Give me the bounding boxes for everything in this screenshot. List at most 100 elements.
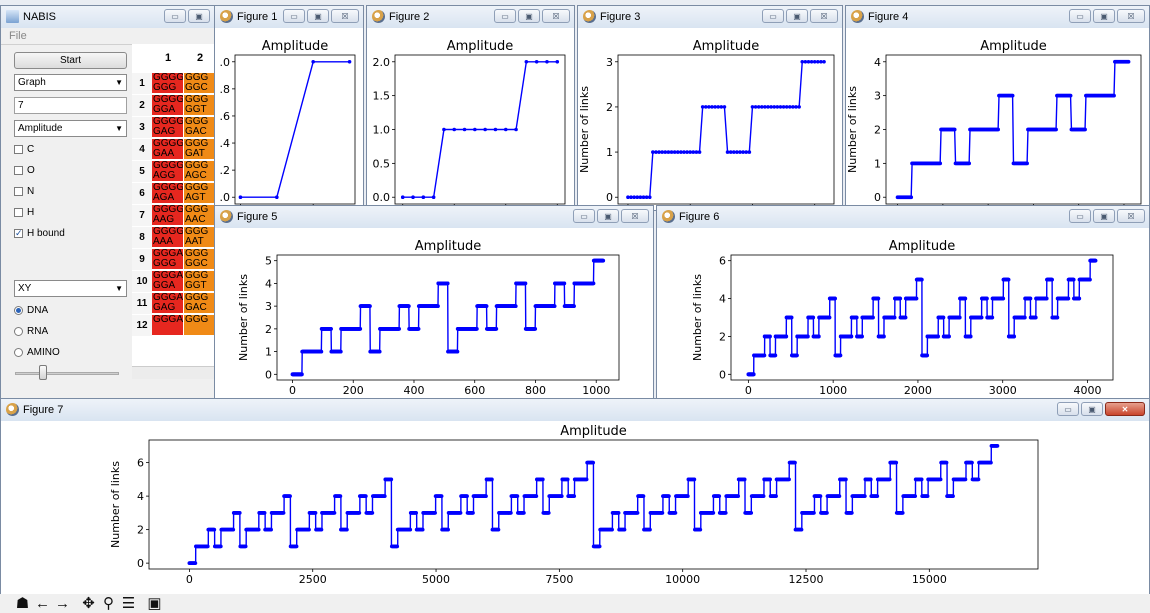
table-row-header[interactable]: 5 [132,161,152,182]
table-cell[interactable]: GGG GGC [184,249,214,270]
figure-5-canvas[interactable]: Amplitude Number of links 0 200 400 600 800 100… [215,228,653,400]
table-cell[interactable]: GGGG AGG [152,161,184,182]
table-cell[interactable]: GGG AAT [184,227,214,248]
table-cell[interactable]: GGG GAC [184,117,214,138]
table-cell[interactable]: GGG GGT [184,271,214,292]
checkbox-box[interactable]: ✓ [14,228,23,238]
table-row-header[interactable]: 6 [132,183,152,204]
table-cell[interactable]: GGGG AAG [152,205,184,226]
table-hscrollbar[interactable] [132,366,214,379]
table-row-header[interactable]: 4 [132,139,152,160]
home-icon[interactable]: ☗ [15,595,30,612]
maximize-button[interactable]: ▣ [188,9,210,23]
radio-amino[interactable]: AMINO [14,347,60,358]
menu-file[interactable]: File [9,30,27,42]
table-row-header[interactable]: 9 [132,249,152,270]
figure-7-canvas[interactable]: Amplitude Number of links 0 2500 5000 7500 100… [1,421,1149,594]
maximize-button[interactable]: ▣ [1081,402,1103,416]
table-cell[interactable]: GGGA [152,315,184,336]
slider-track[interactable] [15,372,119,375]
forward-icon[interactable]: → [55,595,70,612]
checkbox-box[interactable] [14,208,23,217]
radio-button[interactable] [14,306,23,315]
table-row-header[interactable]: 7 [132,205,152,226]
close-button[interactable]: ☒ [1117,209,1145,223]
checkbox-box[interactable] [14,145,23,154]
table-cell[interactable]: GGGA GGA [152,271,184,292]
figure-3-titlebar[interactable]: Figure 3 ▭ ▣ ☒ [578,6,842,29]
checkbox-h-bound[interactable]: ✓ H bound [14,228,65,239]
close-button[interactable]: ☒ [810,9,838,23]
close-button[interactable]: ☒ [621,209,649,223]
mode-select[interactable]: Amplitude ▼ [14,120,127,137]
maximize-button[interactable]: ▣ [307,9,329,23]
back-icon[interactable]: ← [35,595,50,612]
table-row-header[interactable]: 2 [132,95,152,116]
table-cell[interactable]: GGG AAC [184,205,214,226]
close-button[interactable]: ✕ [1105,402,1145,416]
figure-1-titlebar[interactable]: Figure 1 ▭ ▣ ☒ [215,6,363,29]
minimize-button[interactable]: ▭ [1069,209,1091,223]
checkbox-box[interactable] [14,166,23,175]
table-row-header[interactable]: 10 [132,271,152,292]
figure-5-titlebar[interactable]: Figure 5 ▭ ▣ ☒ [215,206,653,229]
checkbox-n[interactable]: N [14,186,34,197]
table-row-header[interactable]: 1 [132,73,152,94]
minimize-button[interactable]: ▭ [164,9,186,23]
minimize-button[interactable]: ▭ [573,209,595,223]
maximize-button[interactable]: ▣ [597,209,619,223]
table-cell[interactable]: GGG GAC [184,293,214,314]
figure-4-titlebar[interactable]: Figure 4 ▭ ▣ ☒ [846,6,1149,29]
figure-2-canvas[interactable]: Amplitude0510150.00.51.01.52.0 [367,28,574,210]
slider-handle[interactable] [39,365,47,380]
table-row-header[interactable]: 12 [132,315,152,336]
figure-2-titlebar[interactable]: Figure 2 ▭ ▣ ☒ [367,6,574,29]
minimize-button[interactable]: ▭ [494,9,516,23]
table-cell[interactable]: GGG AGC [184,161,214,182]
table-cell[interactable]: GGG GGC [184,73,214,94]
figure-1-canvas[interactable]: Amplitude02.0.2.4.6.8.0 [215,28,363,210]
table-cell[interactable]: GGG AGT [184,183,214,204]
table-col-header[interactable]: 2 [196,52,204,64]
checkbox-o[interactable]: O [14,165,35,176]
maximize-button[interactable]: ▣ [518,9,540,23]
radio-button[interactable] [14,327,23,336]
zoom-icon[interactable]: ⚲ [103,595,114,612]
nabis-titlebar[interactable]: NABIS ▭ ▣ [1,6,214,29]
number-input[interactable]: 7 [14,97,127,114]
pan-icon[interactable]: ✥ [82,595,95,612]
radio-rna[interactable]: RNA [14,326,48,337]
table-cell[interactable]: GGG GGT [184,95,214,116]
checkbox-box[interactable] [14,187,23,196]
table-cell[interactable]: GGG [184,315,214,336]
table-cell[interactable]: GGGA GGG [152,249,184,270]
minimize-button[interactable]: ▭ [1069,9,1091,23]
table-cell[interactable]: GGGG GAG [152,117,184,138]
table-row-header[interactable]: 11 [132,293,152,314]
radio-dna[interactable]: DNA [14,305,48,316]
close-button[interactable]: ☒ [331,9,359,23]
radio-button[interactable] [14,348,23,357]
axis-select[interactable]: XY ▼ [14,280,127,297]
checkbox-h[interactable]: H [14,207,34,218]
configure-subplots-icon[interactable]: ☰ [121,595,136,612]
table-row-header[interactable]: 3 [132,117,152,138]
maximize-button[interactable]: ▣ [1093,209,1115,223]
save-icon[interactable]: ▣ [147,595,162,612]
table-cell[interactable]: GGG GAT [184,139,214,160]
checkbox-c[interactable]: C [14,144,34,155]
table-row-header[interactable]: 8 [132,227,152,248]
table-cell[interactable]: GGGA GAG [152,293,184,314]
table-cell[interactable]: GGGG AGA [152,183,184,204]
table-col-header[interactable]: 1 [164,52,172,64]
table-cell[interactable]: GGGG GAA [152,139,184,160]
view-select[interactable]: Graph ▼ [14,74,127,91]
start-button[interactable]: Start [14,52,127,69]
figure-7-titlebar[interactable]: Figure 7 ▭ ▣ ✕ [1,399,1149,422]
maximize-button[interactable]: ▣ [1093,9,1115,23]
close-button[interactable]: ☒ [1117,9,1145,23]
table-cell[interactable]: GGGG GGA [152,95,184,116]
table-cell[interactable]: GGGG AAA [152,227,184,248]
